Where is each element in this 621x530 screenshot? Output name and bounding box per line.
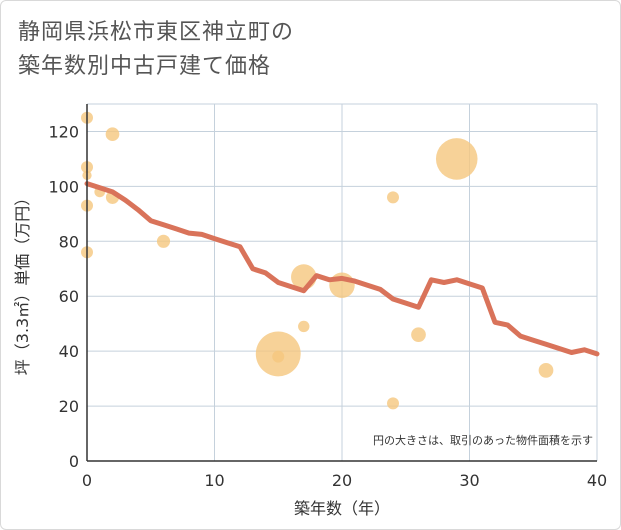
x-tick-label-10: 10 — [204, 471, 224, 490]
x-axis-label: 築年数（年） — [294, 499, 390, 518]
bubble-6 — [105, 127, 120, 142]
tick-labels: 0 10 20 30 40 0 20 40 60 80 100 120 — [48, 122, 607, 490]
y-tick-label-80: 80 — [59, 232, 79, 251]
trend-line — [84, 181, 600, 357]
bubble-17 — [435, 138, 478, 180]
x-tick-label-0: 0 — [82, 471, 92, 490]
y-tick-label-100: 100 — [48, 177, 79, 196]
bubbles — [81, 111, 554, 410]
title-line-1: 静岡県浜松市東区神立町の — [18, 20, 295, 45]
y-tick-label-20: 20 — [59, 397, 79, 416]
bubble-15 — [387, 397, 399, 410]
axes — [86, 104, 597, 462]
size-note: 円の大きさは、取引のあった物件面積を示す — [373, 433, 593, 447]
bubble-10 — [255, 331, 301, 377]
bubble-14 — [387, 191, 399, 204]
trend-line-group — [84, 181, 600, 357]
bubble-12 — [298, 320, 310, 333]
bubble-16 — [411, 327, 426, 343]
chart-title: 静岡県浜松市東区神立町の 築年数別中古戸建て価格 — [18, 16, 294, 84]
y-tick-label-0: 0 — [69, 452, 79, 471]
x-tick-label-20: 20 — [332, 471, 352, 490]
title-line-2: 築年数別中古戸建て価格 — [18, 54, 272, 79]
bubble-8 — [156, 234, 171, 248]
bubble-18 — [538, 363, 554, 378]
y-tick-label-120: 120 — [48, 122, 79, 141]
y-axis-label: 坪（3.3㎡）単価（万円） — [13, 190, 32, 375]
x-tick-label-40: 40 — [587, 471, 607, 490]
y-tick-label-60: 60 — [59, 287, 79, 306]
y-tick-label-40: 40 — [59, 342, 79, 361]
x-tick-label-30: 30 — [459, 471, 479, 490]
